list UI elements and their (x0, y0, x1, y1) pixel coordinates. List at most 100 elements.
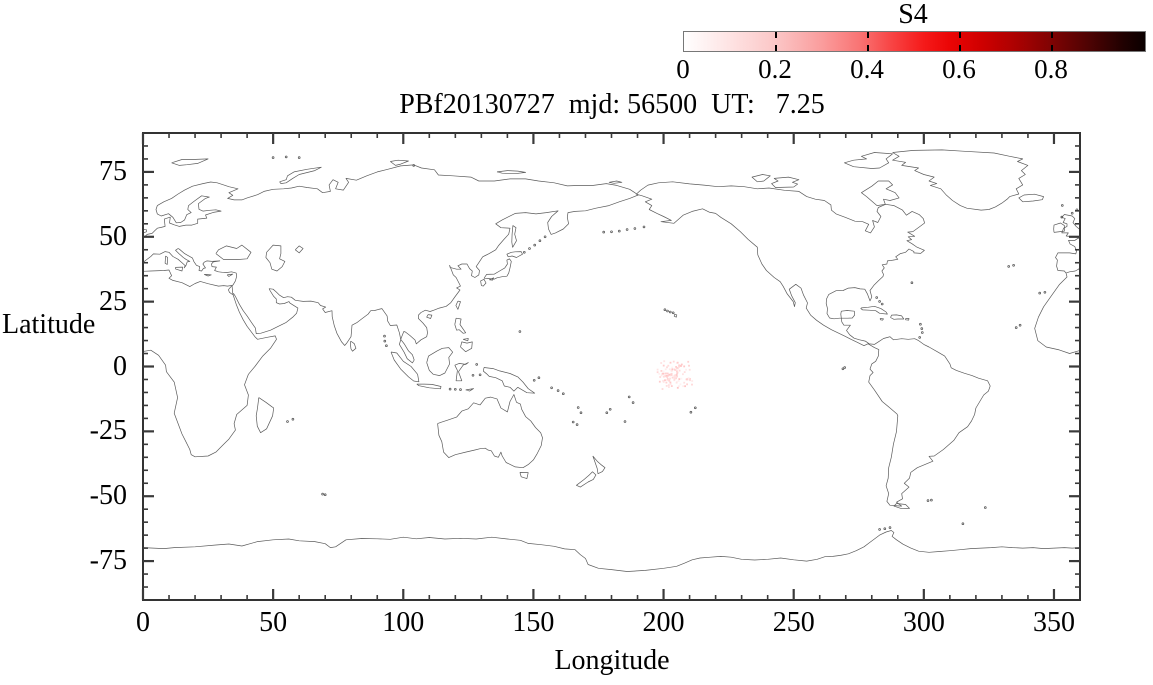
s4-data-point (682, 373, 684, 376)
coastline (483, 258, 512, 280)
coastline (460, 341, 473, 353)
s4-data-point (676, 366, 678, 369)
coastline (226, 273, 234, 277)
islet-mark (538, 239, 542, 243)
islet-mark (383, 334, 386, 338)
islet-mark (286, 420, 289, 423)
coastline (465, 388, 474, 392)
islet-mark (1070, 211, 1074, 215)
islet-mark (556, 389, 560, 392)
islet-mark (671, 311, 675, 315)
s4-data-point (658, 380, 661, 383)
s4-data-point (670, 385, 673, 387)
s4-data-point (676, 371, 679, 374)
coastline (893, 503, 910, 510)
s4-data-point (662, 381, 665, 383)
islet-mark (875, 296, 878, 299)
s4-data-point (680, 377, 683, 380)
colorbar-tick (1051, 45, 1053, 51)
coastline (1034, 273, 1080, 354)
islet-mark (843, 366, 846, 369)
islet-mark (1012, 263, 1015, 267)
s4-data-point (658, 372, 661, 375)
map-content (143, 149, 1080, 572)
coastline (171, 158, 209, 166)
x-tick-label: 350 (1032, 607, 1075, 638)
coastline (454, 362, 469, 382)
x-tick-label: 250 (772, 607, 815, 638)
coastline (673, 313, 678, 318)
islet-mark (918, 336, 921, 339)
s4-data-point (683, 365, 686, 368)
s4-data-point (669, 383, 672, 386)
colorbar-gradient (683, 31, 1146, 52)
y-tick-label: 50 (99, 220, 127, 252)
colorbar-tick (1051, 32, 1053, 38)
islet-mark (926, 499, 930, 502)
islet-mark (642, 225, 646, 229)
islet-mark (883, 527, 887, 530)
y-tick-label: -50 (89, 480, 127, 512)
coastline (255, 397, 275, 434)
islet-mark (878, 528, 881, 531)
s4-data-point (674, 369, 677, 371)
s4-data-point (665, 381, 668, 384)
s4-data-point (676, 361, 679, 364)
islet-mark (983, 506, 987, 509)
s4-data-point (666, 366, 668, 369)
colorbar-tick-label: 0.4 (850, 54, 884, 84)
coastline (295, 245, 304, 254)
s4-data-point (673, 376, 676, 378)
s4-data-point (687, 377, 690, 379)
islet-mark (532, 378, 536, 382)
s4-data-point (683, 381, 686, 384)
islet-mark (919, 322, 922, 326)
s4-data-point (660, 370, 663, 372)
coastline (483, 367, 536, 394)
coastline (143, 530, 1080, 572)
s4-data-point (662, 375, 665, 378)
s4-data-point (666, 379, 669, 381)
islet-mark (478, 373, 482, 377)
s4-data-point (662, 379, 664, 382)
s4-data-point (676, 375, 678, 378)
coastline (771, 176, 800, 188)
s4-data-point (672, 376, 675, 379)
coastline (416, 383, 442, 390)
s4-data-point (678, 385, 680, 388)
islet-mark (605, 411, 609, 415)
islet-mark (271, 156, 275, 159)
coastline (576, 471, 597, 488)
coastline (426, 347, 454, 376)
coastline (867, 336, 991, 507)
s4-data-point (683, 371, 686, 373)
s4-data-point (688, 364, 690, 367)
islet-mark (533, 243, 536, 247)
islet-mark (518, 330, 522, 333)
islet-mark (1061, 204, 1064, 207)
islet-mark (448, 387, 452, 391)
y-tick-label: -25 (89, 415, 127, 447)
islet-mark (1038, 291, 1041, 295)
s4-data-point (679, 383, 682, 386)
islet-mark (930, 498, 933, 502)
s4-data-point (668, 373, 671, 376)
s4-data-point (680, 365, 682, 367)
s4-data-point (670, 370, 673, 373)
coastline (143, 164, 639, 364)
colorbar-tick (959, 45, 961, 51)
s4-data-point (666, 377, 669, 380)
y-tick-label: 0 (113, 350, 127, 382)
islet-mark (475, 363, 479, 366)
colorbar-tick (959, 32, 961, 38)
s4-data-point (666, 372, 669, 375)
coastline (890, 314, 905, 320)
s4-data-point (688, 368, 691, 371)
x-tick-label: 150 (512, 607, 555, 638)
islet-mark (880, 302, 884, 306)
islet-mark (920, 331, 924, 334)
s4-data-point (677, 380, 680, 382)
islet-mark (284, 155, 288, 159)
s4-data-point (676, 386, 679, 389)
